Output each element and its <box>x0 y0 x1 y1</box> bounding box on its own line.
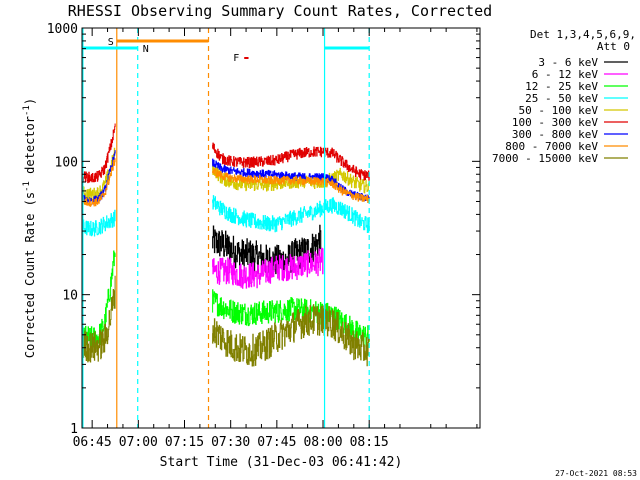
series-line-8-2 <box>212 303 370 367</box>
plot-frame <box>81 27 481 429</box>
series-line-5-2 <box>212 142 370 181</box>
y-tick-label-2: 100 <box>55 155 78 170</box>
y-axis-label-part-3: ) <box>23 98 37 105</box>
y-axis-label-part-1: Corrected Count Rate (s <box>23 192 37 358</box>
legend-label-1: 6 - 12 keV <box>532 68 599 81</box>
y-axis-label-sup-1: -1 <box>22 181 32 192</box>
footer-timestamp: 27-Oct-2021 08:53 <box>555 469 637 478</box>
series-line-5-1 <box>82 123 116 184</box>
series-7000-15000keV <box>82 275 370 367</box>
axis-layer: 06:45 07:00 07:15 07:30 07:45 08:00 08:15 1 10 10… <box>47 22 480 450</box>
series-line-7-2 <box>212 168 370 203</box>
series-25-50keV <box>82 195 370 237</box>
x-tick-label-4: 07:45 <box>257 435 296 450</box>
series-line-3-2 <box>212 195 370 233</box>
legend-label-2: 12 - 25 keV <box>525 80 598 93</box>
series-line-8-1 <box>82 275 116 363</box>
legend-label-6: 300 - 800 keV <box>512 128 598 141</box>
x-tick-label-0: 06:45 <box>73 435 112 450</box>
x-tick-label-6: 08:15 <box>350 435 389 450</box>
x-tick-label-1: 07:00 <box>119 435 158 450</box>
legend-label-4: 50 - 100 keV <box>519 104 599 117</box>
legend-header-2: Att 0 <box>597 40 630 53</box>
series-layer <box>82 123 370 367</box>
legend-label-5: 100 - 300 keV <box>512 116 598 129</box>
series-line-1-2 <box>212 247 324 289</box>
legend-label-8: 7000 - 15000 keV <box>492 152 598 165</box>
legend-header-1: Det 1,3,4,5,6,9, <box>530 28 636 41</box>
y-tick-label-1: 10 <box>62 289 78 304</box>
series-800-7000keV <box>82 158 370 207</box>
flag-layer: S N F <box>82 28 370 428</box>
y-axis-label-part-2: detector <box>23 116 37 181</box>
x-tick-label-3: 07:30 <box>211 435 250 450</box>
flare-flag-label: F <box>233 53 239 64</box>
series-6-12keV <box>212 247 324 289</box>
saa-flag-label: S <box>108 37 114 48</box>
series-line-3-1 <box>82 209 116 237</box>
y-axis-label-sup-2: -1 <box>22 105 32 116</box>
y-tick-label-3: 1000 <box>47 22 78 37</box>
x-tick-label-5: 08:00 <box>303 435 342 450</box>
series-100-300keV <box>82 123 370 184</box>
x-axis-label: Start Time (31-Dec-03 06:41:42) <box>160 455 403 470</box>
night-flag-label: N <box>143 44 149 55</box>
y-tick-label-0: 1 <box>70 422 78 437</box>
y-axis-label: Corrected Count Rate (s-1 detector-1) <box>22 98 37 358</box>
series-line-7-1 <box>82 158 116 207</box>
chart-title: RHESSI Observing Summary Count Rates, Co… <box>68 2 492 20</box>
series-line-6-1 <box>82 150 116 205</box>
x-tick-label-2: 07:15 <box>165 435 204 450</box>
legend-label-0: 3 - 6 keV <box>538 56 598 69</box>
legend-label-3: 25 - 50 keV <box>525 92 598 105</box>
legend-label-7: 800 - 7000 keV <box>505 140 598 153</box>
